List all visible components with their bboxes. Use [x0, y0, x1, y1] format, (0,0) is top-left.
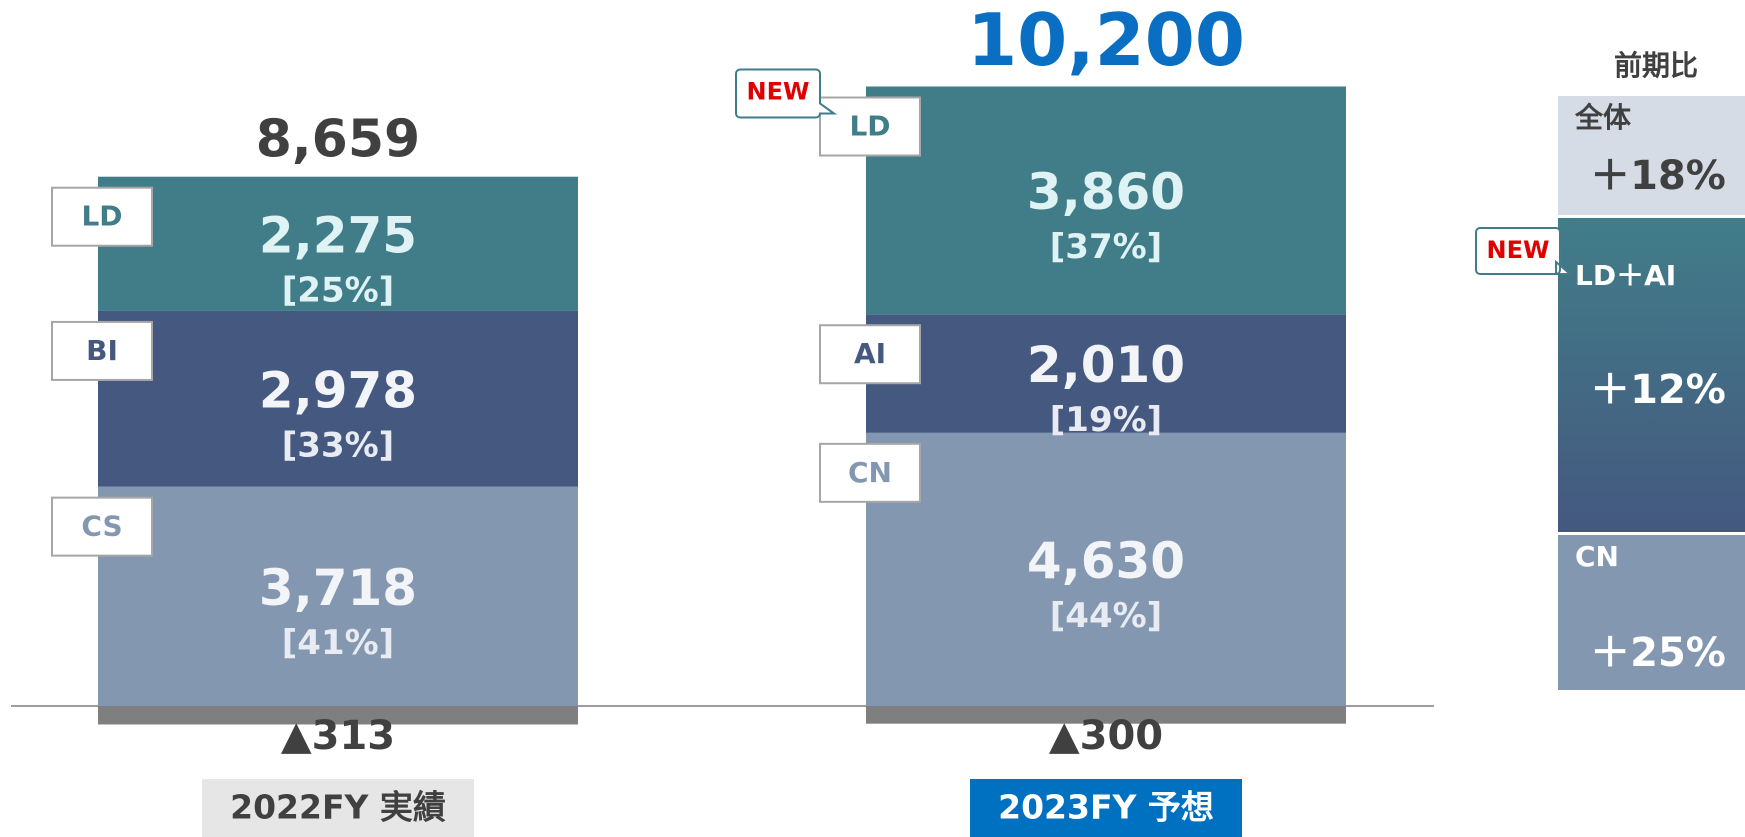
segment-share: [33%]: [282, 425, 394, 465]
badge-box: [1475, 227, 1573, 275]
segment: [866, 314, 1346, 433]
row-bg: [1558, 96, 1745, 215]
segment-label-box: [819, 324, 921, 385]
segment-value: 2,010: [1027, 336, 1185, 394]
segment-label-box: [51, 186, 153, 247]
segment-value: 3,860: [1027, 163, 1185, 221]
row-bg: [1558, 535, 1745, 690]
total-label: 10,200: [967, 0, 1245, 82]
segment-label: AI: [854, 337, 886, 370]
segment-label: CN: [848, 456, 892, 489]
segment-value: 4,630: [1027, 532, 1185, 590]
comparison-title: 前期比: [1614, 49, 1698, 82]
adjustment: [866, 706, 1346, 724]
segment-label-box: [51, 320, 153, 381]
segment-share: [25%]: [282, 270, 394, 310]
adjustment-label: ▲300: [1049, 713, 1163, 759]
adjustment-label: ▲313: [281, 713, 395, 759]
segment-value: 2,275: [259, 206, 417, 264]
row-change: ＋12%: [1590, 367, 1726, 413]
segment-label-box: [819, 442, 921, 503]
row-name: LD＋AI: [1575, 259, 1676, 292]
segment: [866, 86, 1346, 315]
comparison-panel: 前期比 全体 ＋18% LD＋AI ＋12% CN ＋25% NEW: [1475, 49, 1745, 690]
segment: [866, 432, 1346, 706]
segment-label: BI: [86, 334, 118, 367]
total-label: 8,659: [256, 110, 420, 170]
row-name: CN: [1575, 540, 1619, 573]
row-change: ＋25%: [1590, 630, 1726, 676]
segment-share: [41%]: [282, 623, 394, 663]
category-box: [970, 779, 1242, 837]
badge: NEW: [1487, 236, 1550, 264]
segment-label-box: [819, 96, 921, 157]
segment-label-box: [51, 496, 153, 557]
segment-label: CS: [81, 510, 122, 543]
segment: [98, 176, 578, 311]
row-bg: [1558, 218, 1745, 532]
segment: [98, 310, 578, 487]
row-name: 全体: [1574, 101, 1632, 134]
row-change: ＋18%: [1590, 153, 1726, 199]
segment-share: [37%]: [1050, 227, 1162, 267]
segment: [98, 486, 578, 706]
badge-box: [735, 68, 838, 119]
segment-share: [44%]: [1050, 596, 1162, 636]
category-label: 2022FY 実績: [230, 788, 446, 827]
segment-label: LD: [81, 200, 122, 233]
segment-label: LD: [849, 110, 890, 143]
segment-value: 3,718: [259, 559, 417, 617]
category-box: [202, 779, 474, 837]
badge: NEW: [747, 78, 810, 106]
segment-share: [19%]: [1050, 400, 1162, 440]
segment-value: 2,978: [259, 361, 417, 419]
adjustment: [98, 706, 578, 725]
category-label: 2023FY 予想: [998, 788, 1214, 827]
